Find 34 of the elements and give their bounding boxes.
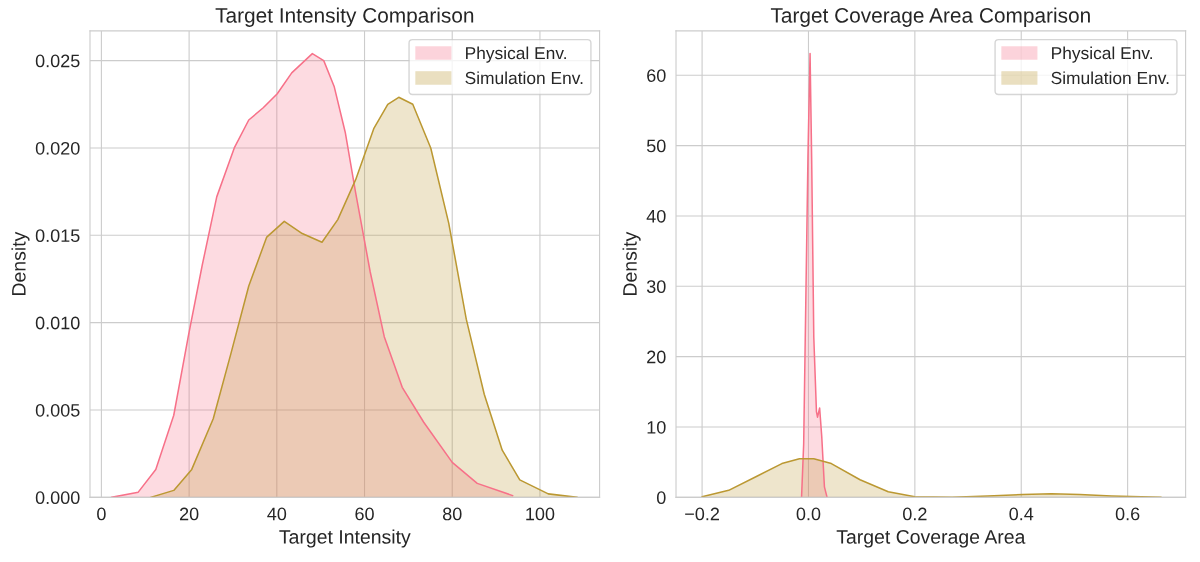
x-tick-label: 0.2 bbox=[903, 507, 927, 521]
y-tick-label: 10 bbox=[647, 420, 666, 434]
y-tick-label: 0.010 bbox=[35, 316, 80, 330]
x-tick-label: −0.2 bbox=[685, 507, 719, 521]
chart-title: Target Coverage Area Comparison bbox=[770, 7, 1090, 27]
x-tick-label: 40 bbox=[267, 507, 287, 521]
x-tick-label: 100 bbox=[526, 507, 555, 521]
x-tick-label: 0.6 bbox=[1115, 507, 1140, 521]
y-tick-label: 0.015 bbox=[35, 229, 80, 243]
x-tick-label: 0 bbox=[97, 507, 106, 521]
legend-label: Simulation Env. bbox=[1051, 71, 1169, 85]
legend-label: Physical Env. bbox=[466, 46, 566, 63]
x-axis-title: Target Intensity bbox=[279, 529, 411, 548]
y-tick-label: 0.020 bbox=[35, 141, 80, 155]
x-tick-label: 0.4 bbox=[1009, 507, 1034, 521]
y-tick-label: 40 bbox=[646, 209, 666, 223]
y-tick-label: 20 bbox=[647, 350, 666, 364]
y-axis-title: Density bbox=[622, 231, 641, 295]
legend-label: Simulation Env. bbox=[465, 71, 583, 85]
y-tick-label: 50 bbox=[646, 139, 666, 153]
y-tick-label: 0.000 bbox=[35, 491, 80, 505]
x-tick-label: 60 bbox=[355, 507, 374, 521]
y-axis-title: Density bbox=[11, 231, 30, 295]
y-tick-label: 0 bbox=[656, 491, 666, 505]
x-tick-label: 80 bbox=[442, 507, 462, 521]
y-tick-label: 0.025 bbox=[35, 54, 80, 68]
legend-label: Physical Env. bbox=[1052, 46, 1152, 63]
chart-title: Target Intensity Comparison bbox=[215, 7, 474, 27]
x-tick-label: 20 bbox=[179, 507, 199, 521]
x-tick-label: 0.0 bbox=[796, 507, 821, 521]
y-tick-label: 0.005 bbox=[35, 403, 80, 417]
x-axis-title: Target Coverage Area bbox=[836, 529, 1026, 548]
y-tick-label: 30 bbox=[646, 280, 666, 294]
y-tick-label: 60 bbox=[647, 69, 666, 82]
